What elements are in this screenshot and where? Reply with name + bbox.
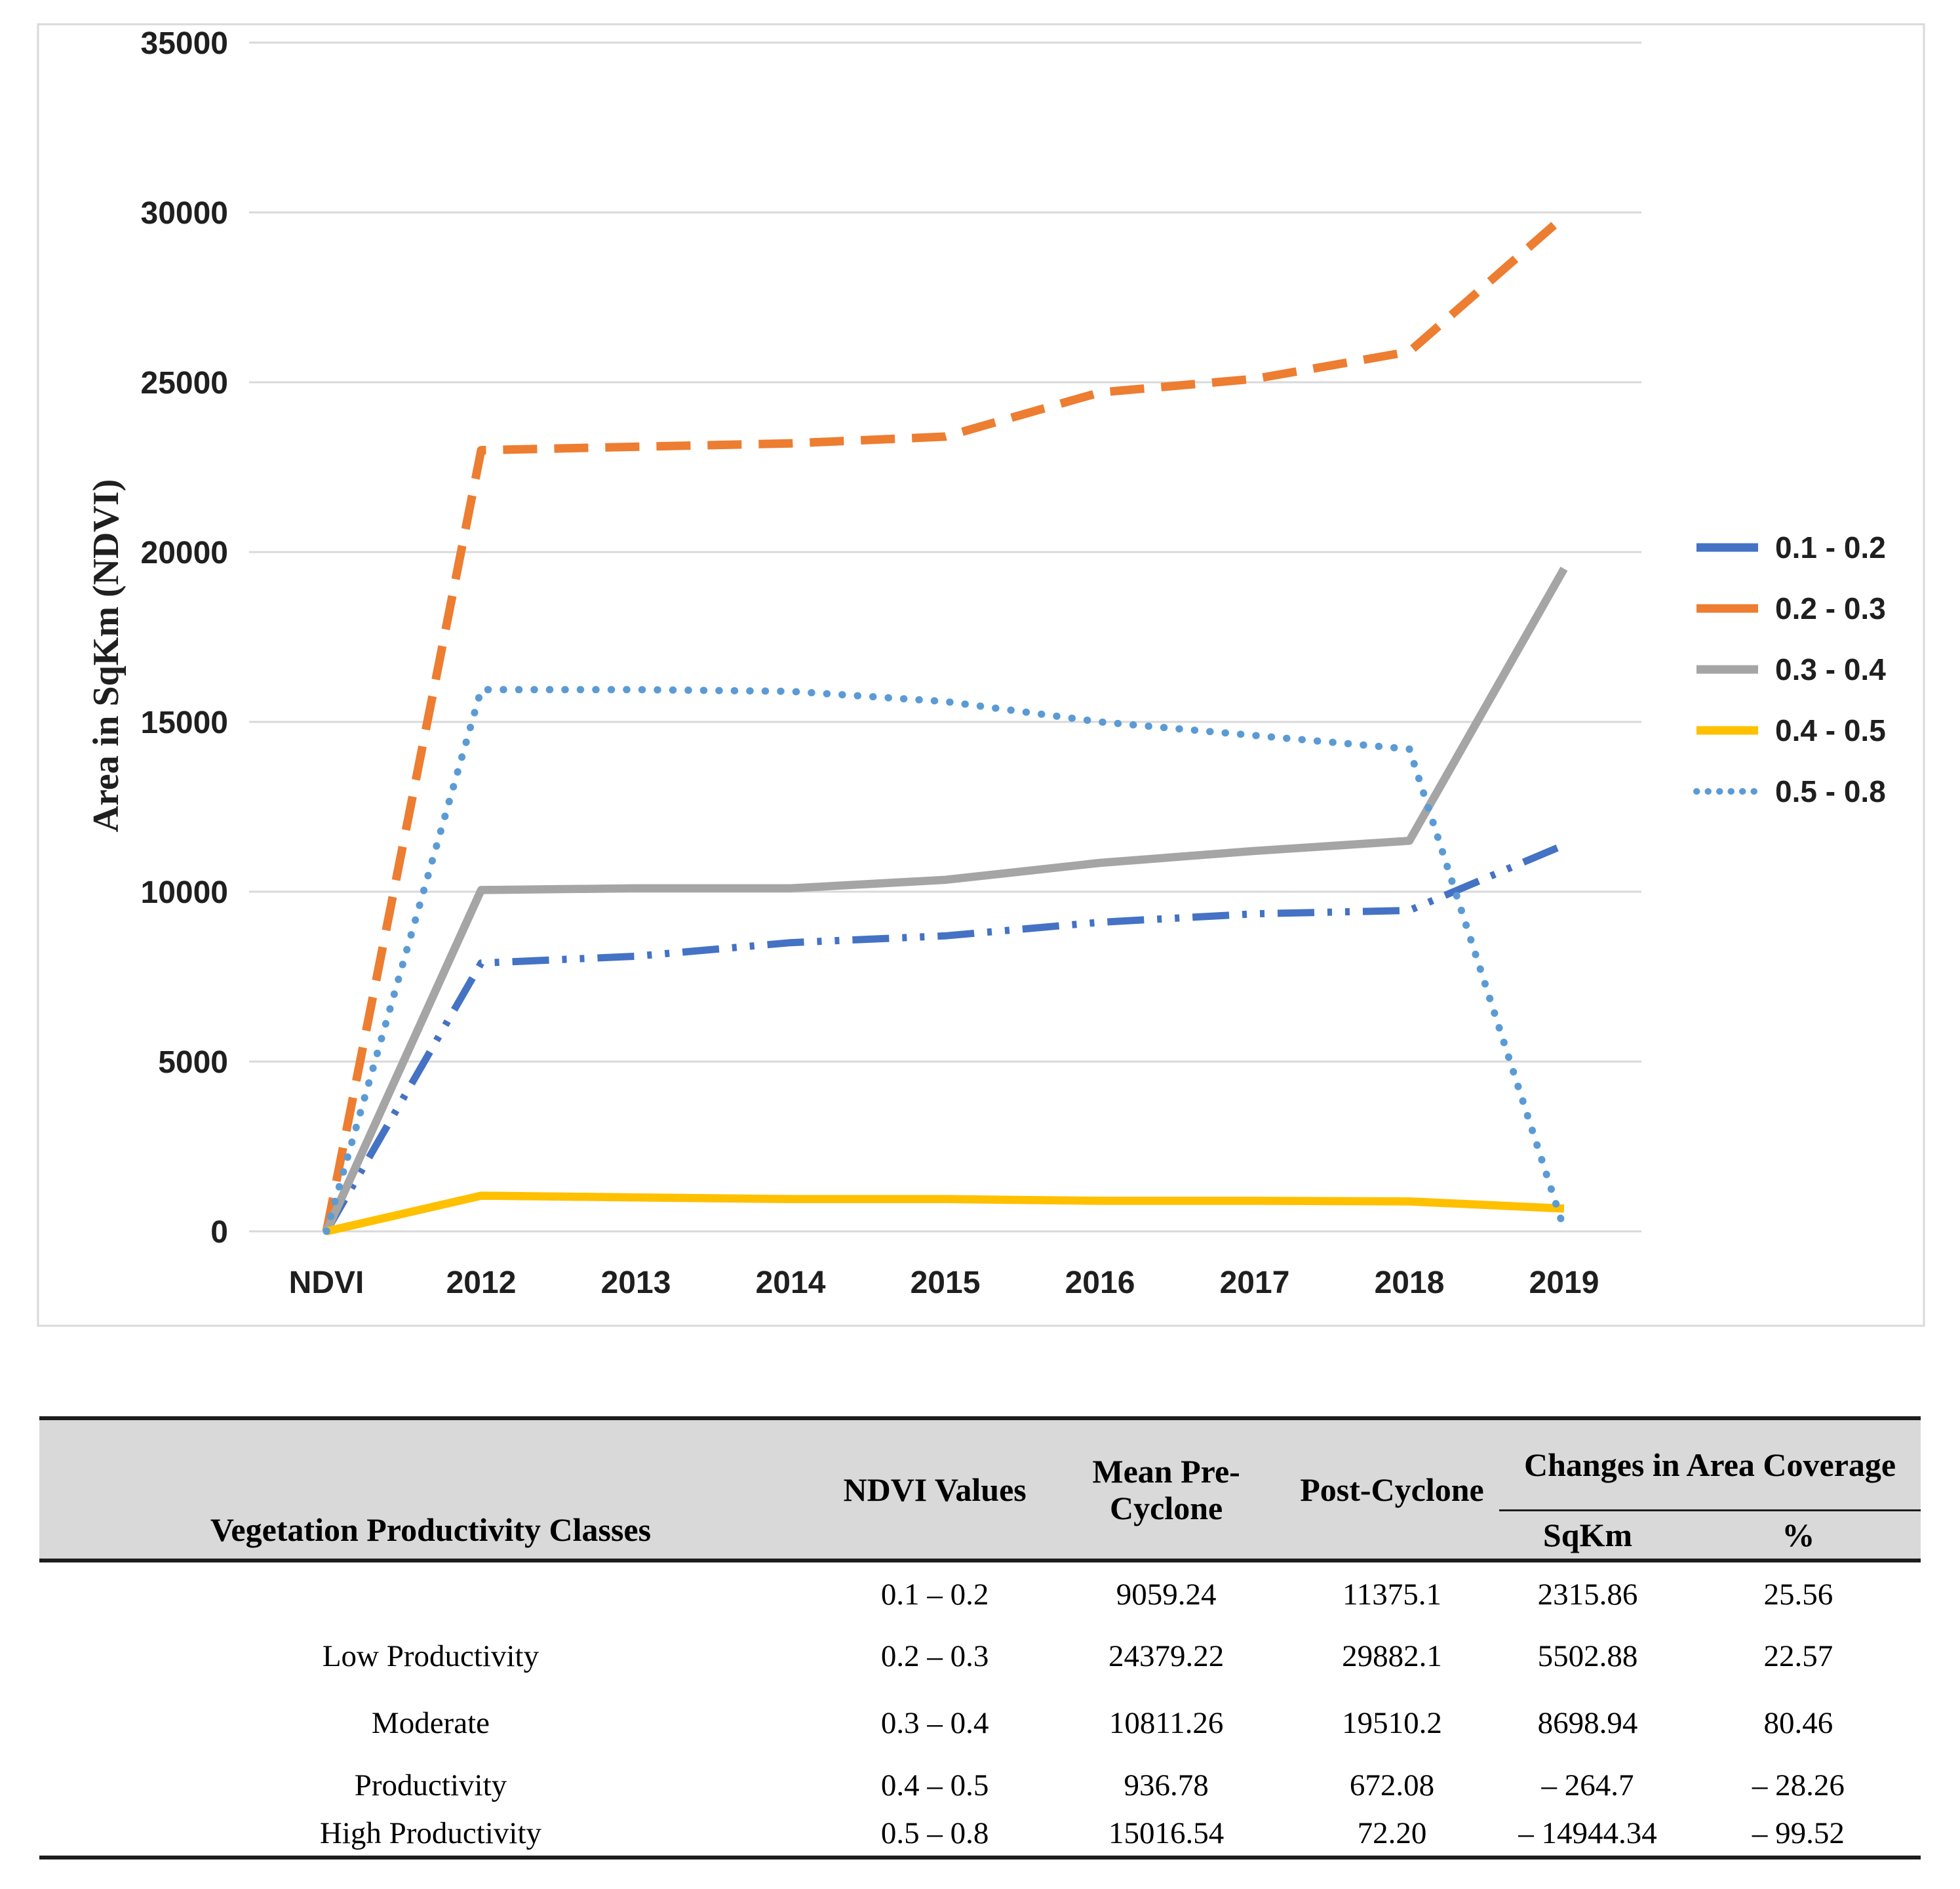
series-line-0.1-0.2 xyxy=(323,841,1566,1233)
table-cell-r4-c2: 15016.54 xyxy=(1048,1811,1285,1859)
table-cell-r2-c1: 0.3 – 0.4 xyxy=(880,1706,989,1740)
legend-label-0.1-0.2: 0.1 - 0.2 xyxy=(1775,530,1886,565)
col-header-percent: % xyxy=(1676,1510,1921,1562)
col-header-ndvi-values: NDVI Values xyxy=(821,1416,1048,1562)
chart-border xyxy=(37,23,1925,1327)
legend-item-0.4-0.5: 0.4 - 0.5 xyxy=(1696,713,1886,747)
legend-label-0.2-0.3: 0.2 - 0.3 xyxy=(1775,591,1886,626)
gridlines xyxy=(249,41,1641,1233)
table-cell-r0-c2: 9059.24 xyxy=(1116,1577,1217,1612)
chart-legend: 0.1 - 0.2 0.2 - 0.3 0.3 - 0.4 0.4 - 0.5 0.5 … xyxy=(1693,530,1886,808)
table-cell-r2-c3: 19510.2 xyxy=(1342,1706,1442,1740)
legend-label-0.3-0.4: 0.3 - 0.4 xyxy=(1775,652,1886,686)
table-header: Vegetation Productivity Classes NDVI Val… xyxy=(39,1416,1921,1562)
y-axis-title: Area in SqKm (NDVI) xyxy=(86,479,127,833)
table-cell-r2-c4: 8698.94 xyxy=(1537,1706,1638,1740)
x-tick-label-2016: 2016 xyxy=(1065,1265,1135,1300)
productivity-changes-table: Vegetation Productivity Classes NDVI Val… xyxy=(39,1416,1921,1859)
table-body: 0.1 – 0.2 9059.24 11375.1 2315.86 25.56 Low P… xyxy=(39,1561,1921,1859)
table-cell-r4-c4: – 14944.34 xyxy=(1499,1811,1676,1859)
x-tick-label-2014: 2014 xyxy=(756,1265,826,1300)
legend-item-0.1-0.2: 0.1 - 0.2 xyxy=(1696,530,1886,565)
y-tick-label-0: 0 xyxy=(210,1215,228,1250)
y-axis-tick-labels: 35000 30000 25000 20000 15000 10000 5000 0 xyxy=(141,26,228,1250)
y-tick-label-20000: 20000 xyxy=(141,536,228,570)
table-row-3: Productivity 0.4 – 0.5 936.78 672.08 – 264.7… xyxy=(39,1760,1921,1811)
table-cell-r4-c1: 0.5 – 0.8 xyxy=(821,1811,1048,1859)
y-tick-label-5000: 5000 xyxy=(158,1045,228,1080)
legend-label-0.4-0.5: 0.4 - 0.5 xyxy=(1775,713,1886,747)
table-cell-r1-c1: 0.2 – 0.3 xyxy=(880,1639,989,1673)
table-cell-r4-c0: High Productivity xyxy=(39,1811,822,1859)
table-cell-r3-c0: Productivity xyxy=(354,1768,507,1802)
col-header-mean-pre-cyclone: Mean Pre-Cyclone xyxy=(1048,1416,1285,1562)
ndvi-line-chart: 35000 30000 25000 20000 15000 10000 5000 0 NDVI… xyxy=(37,23,1925,1327)
table-cell-r0-c0 xyxy=(39,1561,822,1626)
table-cell-r1-c4: 5502.88 xyxy=(1537,1639,1638,1673)
table-cell-r0-c4: 2315.86 xyxy=(1537,1577,1638,1612)
col-header-changes-in-area-coverage: Changes in Area Coverage xyxy=(1499,1416,1921,1511)
table-cell-r1-c0: Low Productivity xyxy=(322,1639,539,1673)
table-cell-r2-c5: 80.46 xyxy=(1763,1706,1833,1740)
series-line-0.4-0.5 xyxy=(325,1191,1565,1236)
x-tick-label-NDVI: NDVI xyxy=(289,1265,364,1300)
table-cell-r3-c5: – 28.26 xyxy=(1752,1768,1845,1802)
legend-item-0.3-0.4: 0.3 - 0.4 xyxy=(1696,652,1886,686)
table-cell-r1-c3: 29882.1 xyxy=(1342,1639,1442,1673)
table-cell-r1-c2: 24379.22 xyxy=(1108,1639,1225,1673)
col-header-vegetation-classes: Vegetation Productivity Classes xyxy=(39,1416,822,1562)
legend-label-0.5-0.8: 0.5 - 0.8 xyxy=(1775,774,1886,808)
col-header-post-cyclone: Post-Cyclone xyxy=(1284,1416,1500,1562)
x-tick-label-2013: 2013 xyxy=(601,1265,671,1300)
table-cell-r0-c1: 0.1 – 0.2 xyxy=(880,1577,989,1612)
y-tick-label-25000: 25000 xyxy=(141,366,228,401)
table-cell-r4-c3: 72.20 xyxy=(1284,1811,1500,1859)
table-cell-r2-c0: Moderate xyxy=(371,1706,490,1740)
table-row-2: Moderate 0.3 – 0.4 10811.26 19510.2 8698.94 8… xyxy=(39,1686,1921,1760)
x-tick-label-2015: 2015 xyxy=(911,1265,981,1300)
table-cell-r3-c2: 936.78 xyxy=(1124,1768,1209,1802)
series-lines xyxy=(322,213,1568,1236)
col-header-sqkm: SqKm xyxy=(1499,1510,1676,1562)
x-tick-label-2017: 2017 xyxy=(1220,1265,1290,1300)
table-row-1: Low Productivity 0.2 – 0.3 24379.22 29882.1… xyxy=(39,1626,1921,1686)
series-line-0.2-0.3 xyxy=(322,213,1567,1233)
y-tick-label-35000: 35000 xyxy=(141,26,228,61)
legend-item-0.5-0.8: 0.5 - 0.8 xyxy=(1693,774,1886,808)
x-tick-label-2019: 2019 xyxy=(1529,1265,1599,1300)
series-line-0.3-0.4 xyxy=(323,567,1568,1233)
legend-item-0.2-0.3: 0.2 - 0.3 xyxy=(1696,591,1886,626)
table-cell-r2-c2: 10811.26 xyxy=(1108,1706,1224,1740)
table-row-4: High Productivity 0.5 – 0.8 15016.54 72.20–… xyxy=(39,1811,1921,1859)
table-cell-r1-c5: 22.57 xyxy=(1763,1639,1833,1673)
x-tick-label-2018: 2018 xyxy=(1375,1265,1445,1300)
y-tick-label-30000: 30000 xyxy=(141,196,228,231)
series-line-0.5-0.8 xyxy=(323,686,1568,1235)
table-cell-r3-c4: – 264.7 xyxy=(1541,1768,1634,1802)
table-cell-r3-c1: 0.4 – 0.5 xyxy=(880,1768,989,1802)
table-cell-r3-c3: 672.08 xyxy=(1349,1768,1435,1802)
table-cell-r0-c3: 11375.1 xyxy=(1343,1577,1442,1612)
table-row-0: 0.1 – 0.2 9059.24 11375.1 2315.86 25.56 xyxy=(39,1561,1921,1626)
x-tick-label-2012: 2012 xyxy=(446,1265,517,1300)
y-tick-label-15000: 15000 xyxy=(141,706,228,740)
y-tick-label-10000: 10000 xyxy=(141,875,228,910)
x-axis-tick-labels: NDVI 2012 2013 2014 2015 2016 2017 2018 2019 xyxy=(289,1265,1599,1300)
table-cell-r0-c5: 25.56 xyxy=(1763,1577,1833,1612)
table-cell-r4-c5: – 99.52 xyxy=(1676,1811,1921,1859)
